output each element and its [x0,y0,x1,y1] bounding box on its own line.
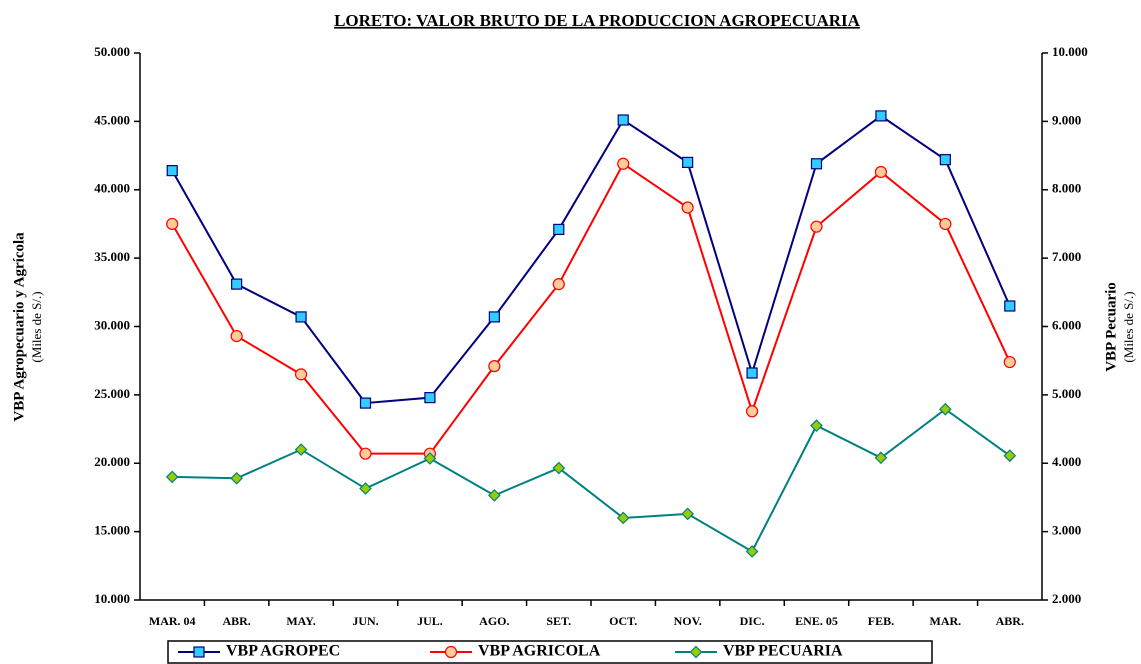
x-tick-label: ABR. [222,614,250,628]
data-point [230,329,243,343]
y2-tick-label: 10.000 [1052,44,1088,59]
y2-axis-subtitle: (Miles de S/.) [1121,291,1136,362]
y-tick-label: 35.000 [94,249,130,264]
data-point [423,452,437,465]
data-point [1003,355,1016,369]
data-point [681,201,694,214]
x-tick-label: ENE. 05 [795,614,838,628]
y2-tick-label: 4.000 [1052,454,1081,469]
y2-tick-label: 8.000 [1052,181,1081,196]
y2-tick-label: 5.000 [1052,386,1081,401]
data-point [488,489,501,502]
data-point [294,368,308,381]
data-point [359,482,372,495]
data-point [939,217,952,231]
y2-tick-label: 3.000 [1052,523,1081,538]
data-point [230,471,243,485]
y-tick-label: 45.000 [94,112,130,127]
y2-axis-title: VBP Pecuario [1103,282,1119,372]
y-axis-subtitle: (Miles de S/.) [29,291,44,362]
legend-marker [193,646,205,658]
data-point [746,367,758,379]
data-point [488,360,501,373]
y-tick-label: 40.000 [94,181,130,196]
x-tick-label: OCT. [609,614,637,628]
data-point [874,165,888,179]
data-point [617,157,630,170]
series-line [172,407,1011,553]
data-point [745,545,759,558]
x-tick-label: JUN. [352,614,378,628]
data-point [552,461,566,475]
data-point [617,114,629,126]
y-tick-label: 30.000 [94,317,130,332]
legend-marker [689,645,703,659]
x-tick-label: MAR. [930,614,962,628]
x-tick-label: FEB. [868,614,894,628]
data-point [810,220,823,233]
data-point [939,402,952,416]
data-point [616,511,630,525]
data-point [424,392,436,404]
data-point [294,443,308,456]
x-tick-label: DIC. [740,614,765,628]
y-tick-label: 25.000 [94,386,130,401]
x-tick-label: MAR. 04 [149,614,196,628]
data-point [231,278,243,290]
data-point [165,470,179,484]
x-tick-label: SET. [546,614,571,628]
data-point [1003,449,1017,463]
data-point [810,419,823,432]
data-point [166,165,178,177]
data-point [552,278,565,291]
data-point [295,311,307,323]
y-tick-label: 20.000 [94,454,130,469]
y-axis-title: VBP Agropecuario y Agrícola [11,232,27,422]
data-point [359,397,372,409]
series-line [171,162,1011,455]
x-tick-label: MAY. [286,614,315,628]
y2-tick-label: 2.000 [1052,591,1081,606]
legend-label: VBP PECUARIA [723,643,843,660]
x-tick-label: NOV. [674,614,702,628]
y-tick-label: 15.000 [94,523,130,538]
x-tick-label: AGO. [479,614,509,628]
data-point [681,507,694,521]
data-point [488,311,500,323]
data-point [359,447,372,460]
data-point [166,217,179,231]
y2-tick-label: 7.000 [1052,249,1081,264]
y2-tick-label: 6.000 [1052,317,1081,332]
legend-marker [444,645,458,659]
data-point [682,156,694,168]
data-point [1004,300,1016,312]
y2-tick-label: 9.000 [1052,112,1081,127]
data-point [874,451,888,465]
x-tick-label: JUL. [417,614,443,628]
y-tick-label: 50.000 [94,44,130,59]
x-tick-label: ABR. [996,614,1024,628]
legend-label: VBP AGROPEC [226,643,340,660]
legend-label: VBP AGRICOLA [478,643,601,660]
chart-title: LORETO: VALOR BRUTO DE LA PRODUCCION AGR… [334,11,861,30]
legend-box [167,640,933,664]
data-point [875,110,887,122]
data-point [553,223,565,236]
series-line [171,114,1011,405]
y-tick-label: 10.000 [94,591,130,606]
data-point [810,158,823,170]
data-point [939,154,951,166]
data-point [745,405,759,418]
